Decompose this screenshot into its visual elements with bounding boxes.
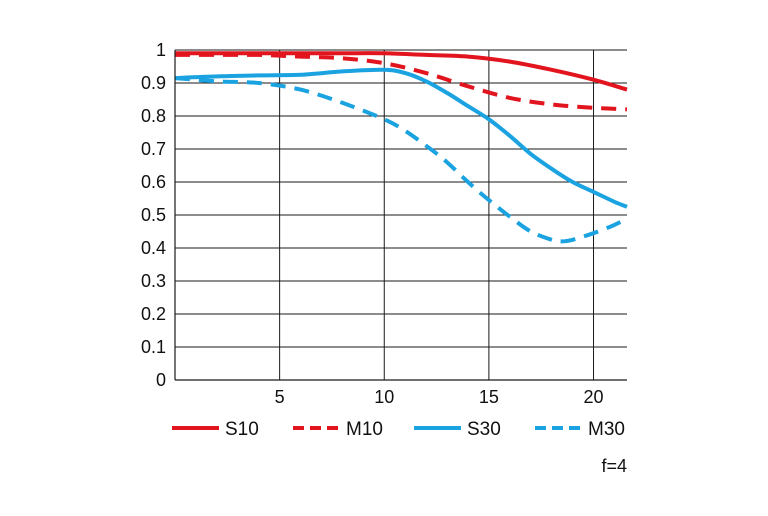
series-line-m10 [175,52,628,112]
y-tick-label: 0.2 [141,304,166,324]
legend-label-s10: S10 [225,419,259,440]
series-line-m30 [174,76,628,244]
y-tick-label: 0.7 [141,139,166,159]
axes [174,50,627,381]
series-line-s30 [174,67,628,209]
y-tick-label: 0.1 [141,337,166,357]
y-tick-label: 0.8 [141,106,166,126]
x-tick-label: 10 [374,387,394,407]
y-tick-label: 0.5 [141,205,166,225]
y-tick-label: 0.3 [141,271,166,291]
x-tick-label: 5 [275,387,285,407]
y-tick-label: 1 [156,40,166,60]
legend-label-m10: M10 [346,419,383,440]
y-tick-label: 0.6 [141,172,166,192]
tick-labels: 00.10.20.30.40.50.60.70.80.915 10 15 20 [141,40,604,407]
aperture-note: f=4 [601,456,627,476]
y-tick-label: 0 [156,370,166,390]
x-tick-label: 20 [584,387,604,407]
series-lines [174,51,628,244]
legend-label-s30: S30 [467,419,501,440]
y-tick-label: 0.4 [141,238,166,258]
y-tick-label: 0.9 [141,73,166,93]
legend-label-m30: M30 [588,419,625,440]
legend: S10 M10 S30 M30 [172,419,625,440]
x-tick-label: 15 [479,387,499,407]
grid [175,49,627,381]
